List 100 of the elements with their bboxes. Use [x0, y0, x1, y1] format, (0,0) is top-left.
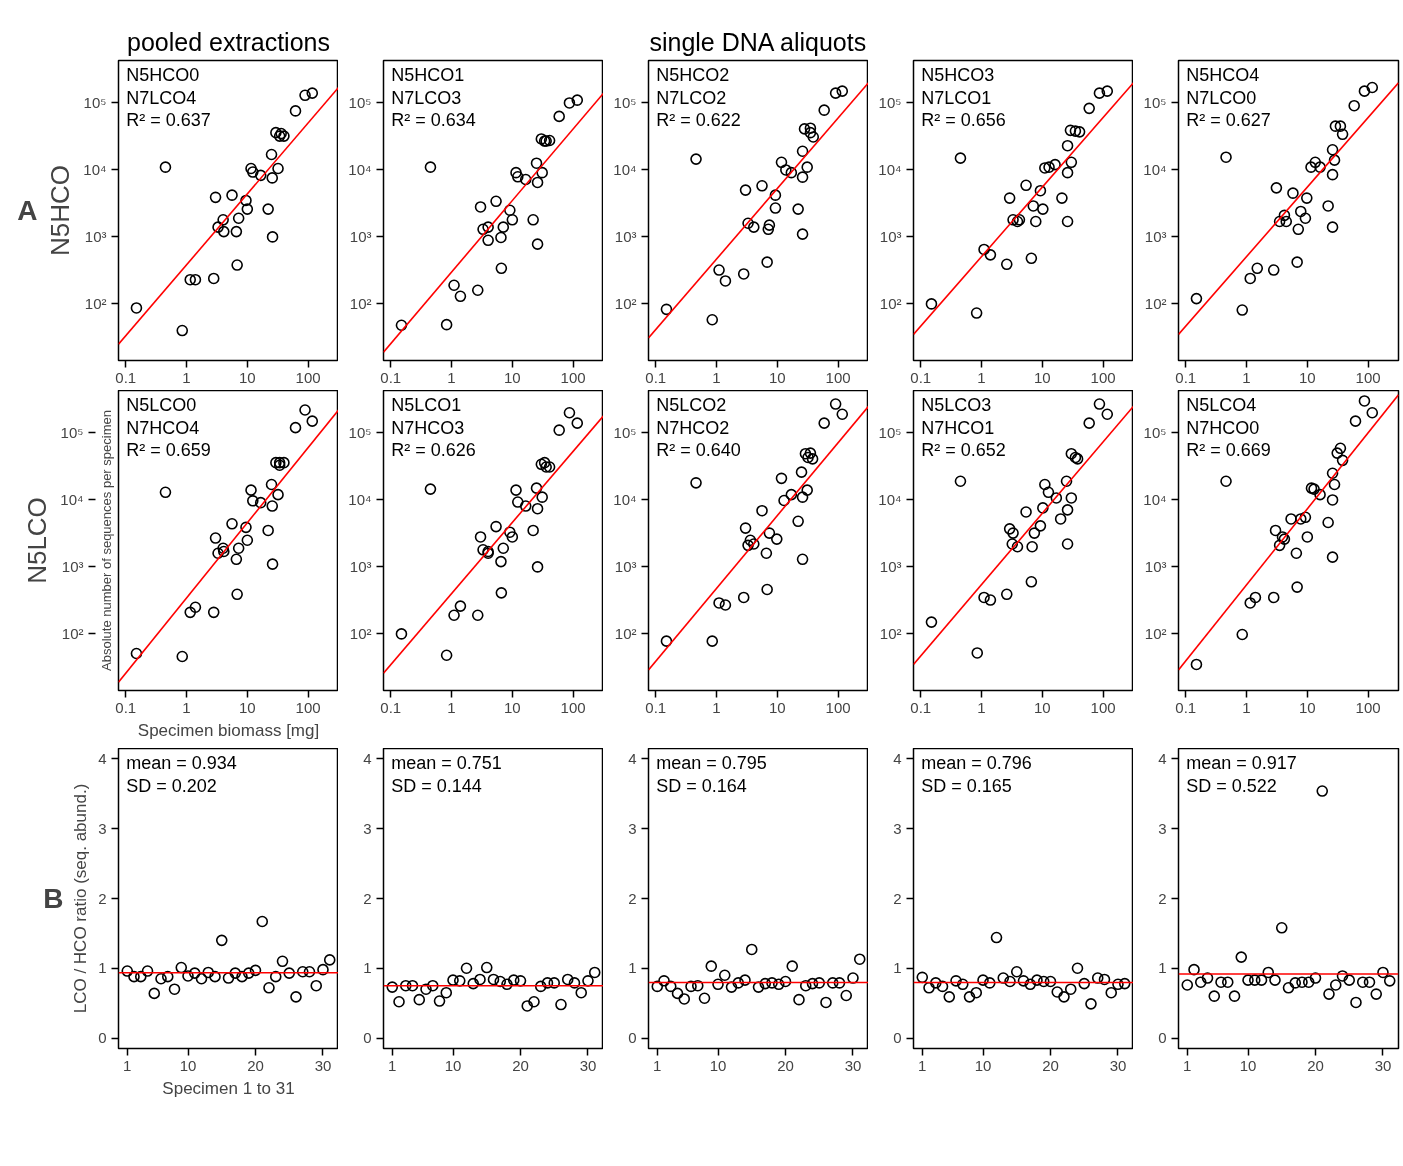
x-tick-label: 0.1 — [645, 698, 667, 716]
x-tick-label: 30 — [579, 1056, 597, 1074]
annotation: N5HCO4 — [1186, 65, 1260, 85]
point — [1316, 785, 1329, 797]
y-tick-label: 10² — [1144, 295, 1167, 313]
point — [936, 980, 949, 993]
point — [501, 978, 513, 991]
y-tick-label: 2 — [628, 889, 637, 907]
point — [548, 977, 561, 989]
point — [997, 972, 1010, 984]
point — [658, 975, 670, 987]
y-tick-label: 3 — [1158, 819, 1167, 837]
y-tick-label: 10⁴ — [83, 161, 107, 179]
annotation: SD = 0.165 — [921, 775, 1012, 796]
point — [1329, 979, 1342, 991]
point — [310, 979, 323, 992]
point — [678, 993, 691, 1005]
point — [718, 969, 731, 982]
point — [290, 991, 302, 1003]
point — [685, 980, 697, 993]
point — [732, 977, 745, 989]
y-tick-label: 10⁴ — [878, 491, 902, 509]
point — [215, 934, 228, 947]
annotation: R² = 0.669 — [1186, 440, 1271, 460]
annotation: SD = 0.202 — [126, 775, 217, 796]
y-tick-label: 2 — [363, 889, 372, 907]
x-tick-label: 1 — [182, 698, 191, 716]
point — [916, 971, 929, 984]
annotation: R² = 0.637 — [126, 110, 211, 130]
point — [467, 977, 480, 990]
y-tick-label: 10⁵ — [878, 94, 902, 112]
y-tick-label: 3 — [98, 819, 107, 837]
chart-title: pooled extractions — [127, 27, 330, 56]
x-tick-label: 100 — [1090, 698, 1116, 716]
y-tick-label: 10² — [61, 625, 84, 643]
x-tick-label: 10 — [238, 368, 256, 386]
point — [1098, 973, 1111, 986]
annotation: N5HCO0 — [126, 65, 200, 85]
x-tick-label: 0.1 — [910, 698, 932, 716]
point — [1194, 976, 1207, 989]
point — [575, 986, 588, 999]
point — [712, 978, 724, 991]
point — [323, 954, 336, 966]
point — [474, 973, 486, 986]
x-tick-label: 0.1 — [115, 698, 137, 716]
x-tick-label: 10 — [1298, 368, 1316, 386]
point — [276, 955, 289, 968]
point — [1336, 970, 1349, 982]
annotation: R² = 0.627 — [1186, 110, 1271, 130]
point — [1302, 976, 1315, 989]
y-tick-label: 10² — [879, 295, 902, 313]
x-tick-label: 10 — [1239, 1056, 1257, 1074]
x-tick-label: 100 — [1355, 698, 1381, 716]
point — [1215, 976, 1227, 989]
point — [833, 977, 846, 989]
x-axis-title: Specimen biomass [mg] — [137, 720, 320, 740]
point — [1350, 996, 1362, 1009]
point — [1363, 976, 1376, 989]
y-tick-label: 1 — [98, 959, 107, 977]
point — [813, 977, 826, 989]
annotation: N7LCO0 — [1186, 87, 1257, 108]
x-tick-label: 1 — [1242, 698, 1251, 716]
point — [1323, 988, 1335, 1000]
point — [588, 966, 601, 979]
point — [1383, 975, 1396, 987]
point — [1201, 972, 1214, 984]
y-tick-label: 2 — [1158, 889, 1167, 907]
point — [480, 961, 493, 974]
annotation: N5HCO1 — [391, 65, 465, 85]
point — [242, 967, 255, 979]
point — [263, 982, 275, 994]
point — [1228, 990, 1241, 1002]
x-tick-label: 30 — [1374, 1056, 1392, 1074]
point — [956, 978, 969, 991]
annotation: N5LCO3 — [921, 395, 992, 415]
point — [507, 974, 520, 986]
x-tick-label: 100 — [295, 698, 321, 716]
x-tick-label: 0.1 — [380, 698, 402, 716]
y-tick-label: 0 — [1158, 1029, 1167, 1047]
annotation: N7HCO4 — [126, 417, 200, 438]
point — [528, 995, 540, 1008]
annotation: R² = 0.659 — [126, 440, 211, 460]
annotation: N7HCO0 — [1186, 417, 1260, 438]
x-tick-label: 1 — [1242, 368, 1251, 386]
x-tick-label: 10 — [1033, 698, 1051, 716]
y-tick-label: 10⁴ — [348, 161, 372, 179]
x-tick-label: 1 — [653, 1056, 662, 1074]
x-tick-label: 10 — [768, 368, 786, 386]
annotation: N7LCO3 — [391, 87, 462, 108]
annotation: N5HCO2 — [656, 65, 730, 85]
annotation: N5LCO4 — [1186, 395, 1257, 415]
y-tick-label: 10⁵ — [1143, 94, 1167, 112]
x-tick-label: 1 — [123, 1056, 132, 1074]
y-tick-label: 4 — [98, 749, 107, 767]
x-tick-label: 0.1 — [645, 368, 667, 386]
point — [705, 960, 718, 972]
x-axis-title: Specimen 1 to 31 — [162, 1078, 295, 1098]
point — [1064, 983, 1077, 995]
y-tick-label: 10⁵ — [1143, 424, 1167, 442]
point — [977, 974, 989, 986]
